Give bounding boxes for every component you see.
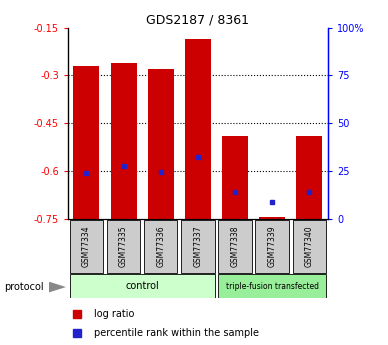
Text: log ratio: log ratio [94, 309, 135, 319]
Bar [70, 274, 215, 298]
Bar [218, 274, 326, 298]
Text: GSM77337: GSM77337 [193, 226, 203, 267]
Title: GDS2187 / 8361: GDS2187 / 8361 [146, 13, 249, 27]
Bar [296, 136, 322, 219]
Text: GSM77336: GSM77336 [156, 226, 165, 267]
Bar [181, 220, 215, 273]
Bar [70, 220, 103, 273]
Bar [218, 220, 252, 273]
Text: GSM77340: GSM77340 [305, 226, 314, 267]
Text: control: control [125, 282, 159, 291]
Text: GSM77335: GSM77335 [119, 226, 128, 267]
Bar [111, 63, 137, 219]
Bar [107, 220, 140, 273]
Text: GSM77334: GSM77334 [82, 226, 91, 267]
Text: GSM77338: GSM77338 [230, 226, 239, 267]
Polygon shape [48, 282, 66, 293]
Text: protocol: protocol [4, 282, 43, 292]
Text: triple-fusion transfected: triple-fusion transfected [226, 282, 319, 291]
Bar [293, 220, 326, 273]
Bar [259, 217, 285, 219]
Text: percentile rank within the sample: percentile rank within the sample [94, 328, 259, 338]
Text: GSM77339: GSM77339 [268, 226, 277, 267]
Bar [185, 39, 211, 219]
Bar [148, 69, 174, 219]
Bar [255, 220, 289, 273]
Bar [144, 220, 177, 273]
Bar [222, 136, 248, 219]
Bar [73, 66, 99, 219]
